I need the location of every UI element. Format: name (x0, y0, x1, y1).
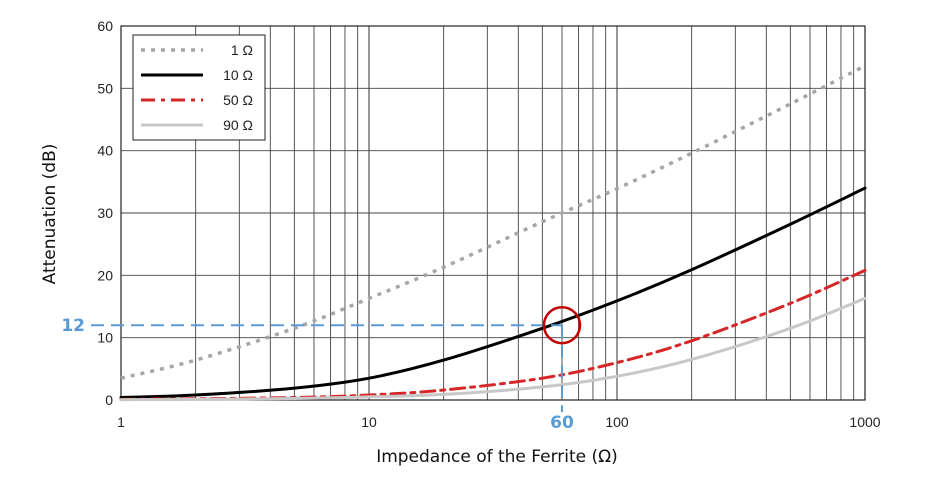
legend: 1 Ω 10 Ω 50 Ω 90 Ω (132, 34, 266, 141)
y-tick-label: 50 (97, 80, 113, 96)
highlight-circle (542, 305, 582, 345)
reference-label-y: 12 (61, 316, 85, 336)
x-tick-label: 100 (605, 414, 629, 430)
y-tick-label: 0 (105, 392, 113, 408)
series-line-2 (119, 268, 867, 401)
x-tick-label: 1 (117, 414, 125, 430)
tick-labels: 1 10 100 1000 0 10 20 30 40 50 60 (97, 18, 880, 430)
legend-label-3: 90 Ω (223, 117, 253, 133)
series-layer (119, 64, 867, 402)
legend-label-1: 10 Ω (223, 67, 253, 83)
x-axis-title: Impedance of the Ferrite (Ω) (376, 447, 618, 467)
x-tick-label: 10 (361, 414, 377, 430)
legend-label-0: 1 Ω (231, 42, 253, 58)
series-line-3 (119, 296, 867, 402)
y-axis-title: Attenuation (dB) (40, 144, 60, 285)
annotation-layer: 12 60 (61, 305, 582, 433)
y-tick-label: 40 (97, 143, 113, 159)
reference-label-x: 60 (550, 413, 574, 433)
y-tick-label: 20 (97, 267, 113, 283)
x-tick-label: 1000 (849, 414, 880, 430)
series-line-1 (119, 186, 867, 400)
series-line-0 (120, 64, 866, 380)
legend-label-2: 50 Ω (223, 92, 253, 108)
plot-frame (120, 25, 866, 401)
y-tick-label: 10 (97, 330, 113, 346)
legend-box (132, 34, 266, 141)
y-tick-label: 30 (97, 205, 113, 221)
y-tick-label: 60 (97, 18, 113, 34)
